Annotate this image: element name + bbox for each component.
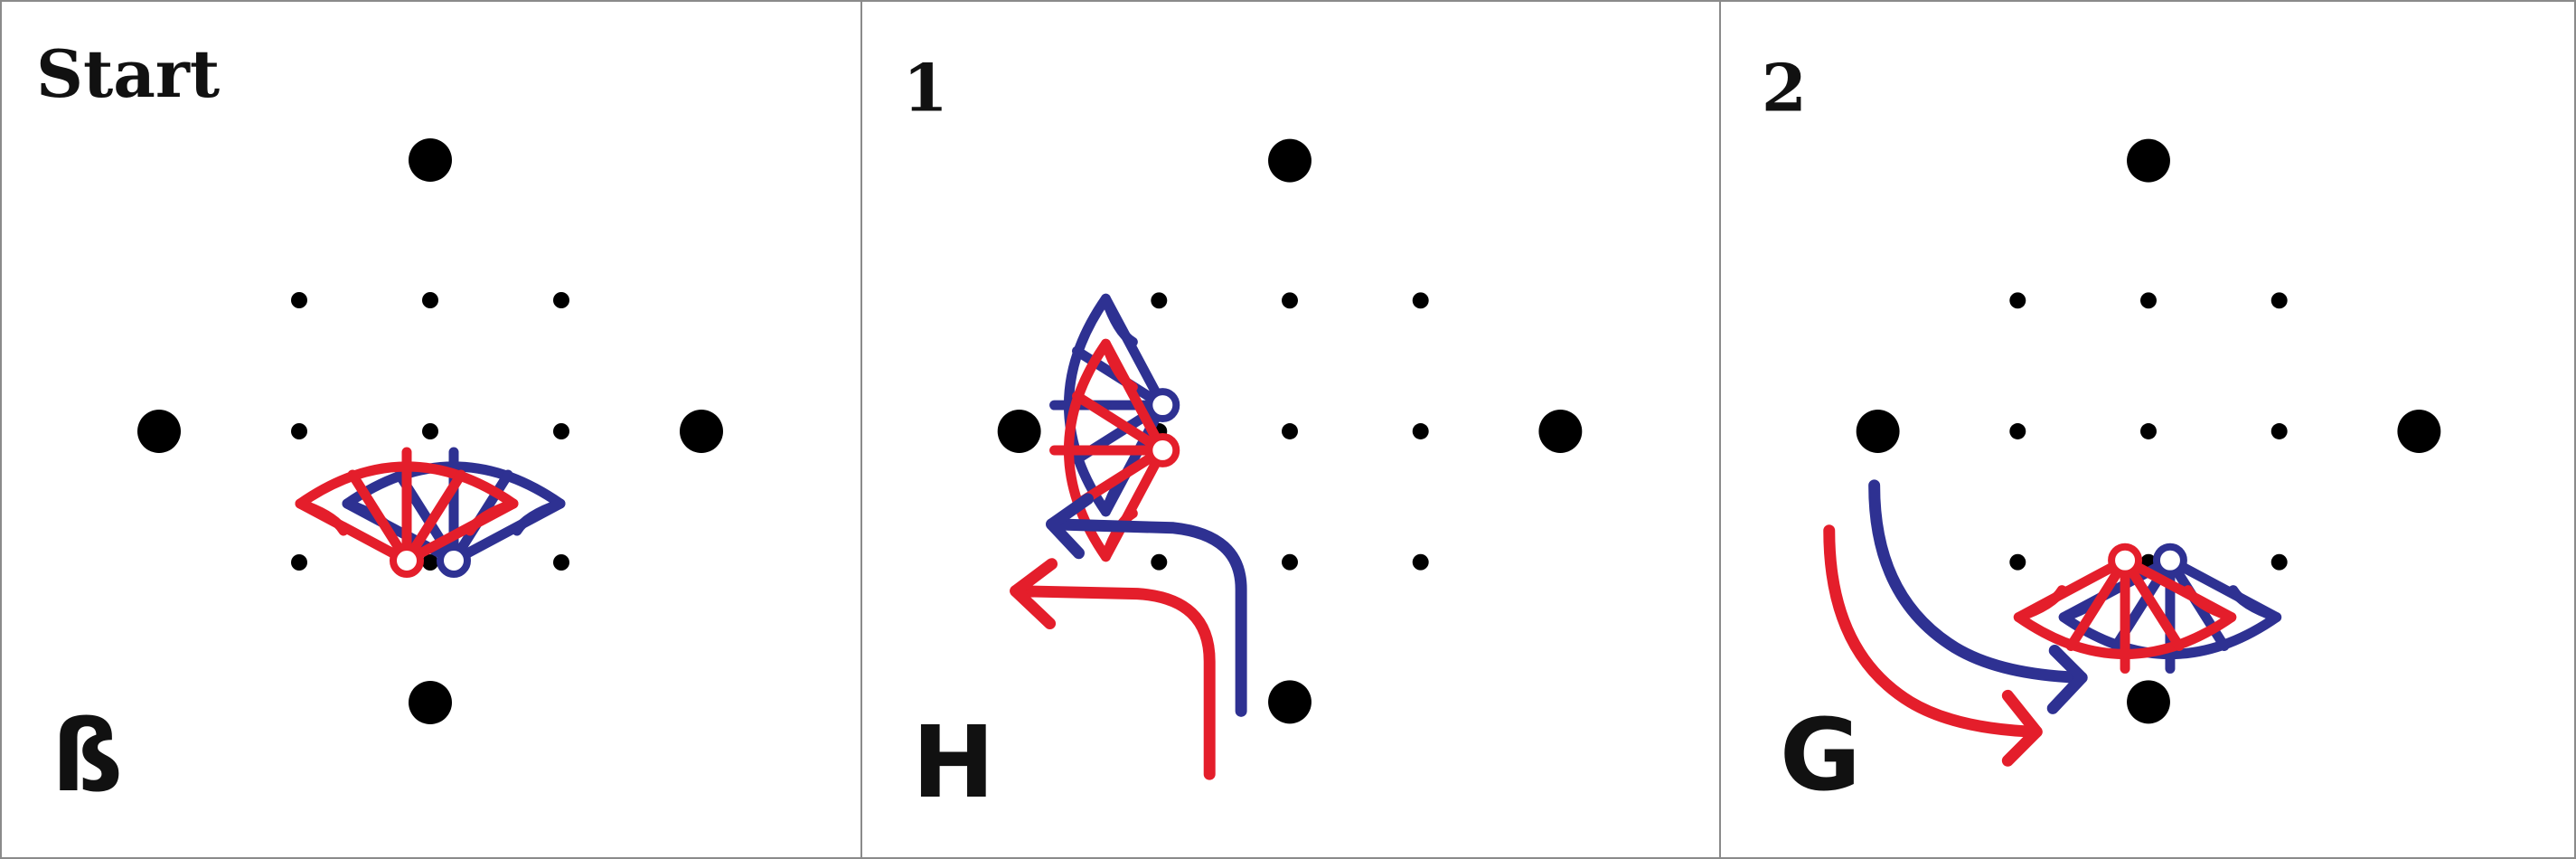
panel-title: Start: [36, 35, 220, 112]
move-label: ß: [52, 698, 123, 814]
blue-path-arrow: [1046, 493, 1247, 717]
dot-grid: [137, 138, 723, 724]
panel-step-1: 1 H: [860, 2, 1719, 857]
red-path-arrow: [1010, 558, 1216, 780]
move-label: G: [1780, 697, 1861, 813]
panel-step-2: 2 G: [1719, 2, 2576, 857]
panel-title: 2: [1762, 51, 1807, 127]
dot-grid: [997, 138, 1583, 724]
red-path-arrow: [1823, 524, 2043, 767]
blue-path-arrow: [1868, 479, 2088, 714]
panel-start: Start ß: [2, 2, 860, 857]
panel-title: 1: [903, 51, 948, 127]
move-label: H: [912, 704, 995, 820]
